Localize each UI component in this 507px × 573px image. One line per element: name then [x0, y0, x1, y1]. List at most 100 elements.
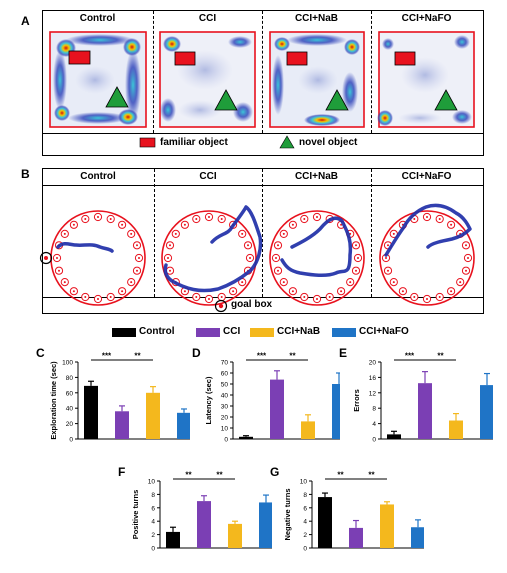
chart-d-y-tick-label: 60 — [221, 371, 229, 378]
legend-goal-box-icon — [214, 299, 228, 313]
chart-g-significance-label: ** — [368, 471, 375, 480]
panel-b-letter: B — [21, 167, 30, 181]
chart-c-significance-label: *** — [102, 352, 112, 361]
novel-object-icon — [434, 89, 458, 111]
chart-c-y-tick-label: 60 — [66, 390, 74, 397]
novel-object-icon — [214, 89, 238, 111]
chart-c-y-tick-label: 80 — [66, 375, 74, 382]
panel-b-header-cci-nab: CCI+NaB — [294, 171, 339, 182]
panel-b-divider — [262, 169, 263, 297]
track-cci-nafo — [384, 203, 472, 257]
chart-f-significance-label: ** — [216, 471, 223, 480]
chart-d-y-tick-label: 50 — [221, 382, 229, 389]
maze-arena — [269, 210, 365, 306]
chart-g-y-tick-label: 6 — [303, 505, 307, 512]
panel-a-header-cci: CCI — [198, 13, 217, 24]
panel-b-mazes — [39, 203, 475, 313]
panel-d-letter: D — [192, 346, 201, 360]
panel-b-header-cci: CCI — [199, 171, 217, 182]
chart-g-bar-control — [318, 497, 332, 548]
chart-f-bar-cci-nab — [228, 523, 242, 548]
chart-f-y-tick-label: 10 — [148, 479, 156, 486]
chart-c-significance-label: ** — [134, 352, 141, 361]
novel-object-icon — [105, 86, 129, 108]
chart-c-y-tick-label: 100 — [62, 360, 73, 367]
chart-e-significance-label: ** — [437, 352, 444, 361]
chart-e-bar-cci-nafo — [480, 385, 493, 439]
panel-b-divider — [154, 169, 155, 297]
chart-f-bar-control — [166, 531, 180, 548]
maze-arena — [379, 210, 475, 306]
chart-g-y-tick-label: 2 — [303, 532, 307, 539]
chart-d-significance-label: ** — [289, 352, 296, 361]
panel-b-frame — [42, 168, 484, 314]
chart-f-y-tick-label: 4 — [151, 519, 155, 526]
panel-e-letter: E — [339, 346, 348, 360]
chart-d-y-tick-label: 70 — [221, 360, 229, 367]
chart-g-bar-cci — [349, 527, 363, 548]
chart-e-y-tick-label: 4 — [372, 421, 376, 428]
goal-box-marker — [39, 251, 53, 265]
panel-a-divider — [371, 11, 372, 133]
chart-e-bar-cci-nab — [449, 420, 463, 439]
chart-f-y-tick-label: 6 — [151, 505, 155, 512]
panel-a-header-cci-nab: CCI+NaB — [294, 13, 339, 24]
chart-d-y-tick-label: 10 — [221, 426, 229, 433]
chart-g-y-tick-label: 0 — [303, 546, 307, 553]
chart-e-y-tick-label: 12 — [369, 390, 377, 397]
chart-f-y-label: Positive turns — [131, 490, 140, 540]
chart-f-bar-cci — [197, 501, 211, 548]
chart-c-bar-cci-nafo — [177, 412, 190, 439]
track-control — [56, 241, 114, 253]
familiar-object-icon — [286, 51, 308, 66]
chart-f-significance-label: ** — [185, 471, 192, 480]
chart-f-bar-cci-nafo — [259, 502, 272, 548]
arena-cci-nafo — [377, 31, 475, 128]
panel-f-letter: F — [118, 465, 126, 479]
panel-b-divider — [371, 169, 372, 297]
chart-f-y-tick-label: 8 — [151, 492, 155, 499]
legend-familiar-swatch — [139, 137, 156, 148]
chart-g-y-tick-label: 4 — [303, 519, 307, 526]
panel-b-legend-separator — [42, 297, 483, 298]
familiar-object-icon — [394, 51, 416, 66]
panel-a-letter: A — [21, 14, 30, 28]
chart-g-significance-label: ** — [337, 471, 344, 480]
legend-goal-box-label: goal box — [231, 299, 273, 310]
chart-g-y-tick-label: 10 — [300, 479, 308, 486]
chart-d-significance-label: *** — [257, 352, 267, 361]
arena-cci-nab — [269, 31, 365, 128]
chart-c-bar-control — [84, 385, 98, 439]
bar-legend-label-control: Control — [139, 326, 175, 337]
chart-c-y-tick-label: 20 — [66, 421, 74, 428]
arena-control — [49, 31, 147, 128]
familiar-object-icon — [68, 50, 91, 65]
bar-legend-swatch-cci-nab — [250, 328, 274, 337]
chart-e-bar-control — [387, 434, 401, 439]
chart-c-y-tick-label: 40 — [66, 406, 74, 413]
chart-d-bar-cci-nafo — [332, 384, 340, 439]
chart-d-y-tick-label: 40 — [221, 393, 229, 400]
chart-g-y-label: Negative turns — [283, 488, 292, 540]
chart-d-bar-cci-nab — [301, 421, 315, 439]
panel-c-letter: C — [36, 346, 45, 360]
legend-novel-label: novel object — [299, 137, 358, 148]
chart-c-y-label: Exploration time (sec) — [49, 361, 58, 440]
panel-a-header-cci-nafo: CCI+NaFO — [401, 13, 452, 24]
chart-d-bar-control — [239, 436, 253, 439]
familiar-object-icon — [174, 51, 196, 66]
track-cci — [163, 205, 263, 293]
bar-legend-swatch-cci — [196, 328, 220, 337]
panel-a-frame — [42, 10, 484, 156]
maze-arena — [161, 210, 257, 306]
bar-legend-label-cci-nafo: CCI+NaFO — [359, 326, 409, 337]
chart-c-bar-cci — [115, 411, 129, 439]
chart-c-bar-cci-nab — [146, 392, 160, 439]
chart-d-y-tick-label: 0 — [224, 437, 228, 444]
chart-e-y-tick-label: 16 — [369, 375, 377, 382]
bar-legend-label-cci-nab: CCI+NaB — [277, 326, 321, 337]
chart-c-y-tick-label: 0 — [69, 437, 73, 444]
